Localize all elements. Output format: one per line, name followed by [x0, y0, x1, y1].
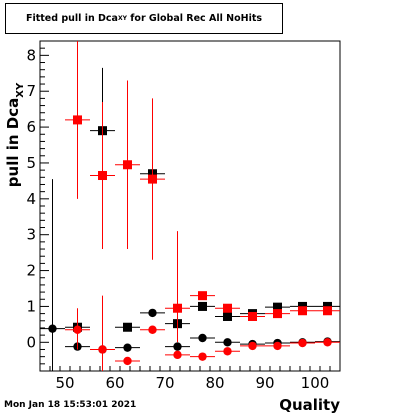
chart-title: Fitted pull in Dca XY for Global Rec All …	[5, 3, 283, 34]
y-tick-label: 3	[26, 226, 36, 244]
y-axis-label-subscript: XY	[15, 82, 26, 98]
y-tick-label: 6	[26, 118, 36, 136]
y-tick-label: 2	[26, 262, 36, 280]
data-point-square	[298, 306, 307, 316]
y-tick-label: 4	[26, 190, 36, 208]
plot-frame	[39, 40, 341, 372]
data-point-circle	[123, 356, 132, 366]
y-tick-label: 1	[26, 297, 36, 315]
data-point-circle	[223, 338, 232, 347]
data-point-circle	[223, 347, 232, 356]
x-tick-label: 100	[301, 374, 330, 392]
title-prefix: Fitted pull in Dca	[25, 13, 118, 24]
data-point-square	[248, 311, 257, 321]
data-point-square	[98, 171, 107, 181]
timestamp: Mon Jan 18 15:53:01 2021	[4, 400, 137, 410]
data-point-square	[223, 303, 232, 313]
x-tick-label: 80	[205, 374, 224, 392]
data-point-square	[273, 302, 282, 312]
data-point-circle	[48, 324, 57, 333]
data-point-circle	[173, 342, 182, 351]
title-subscript: XY	[117, 15, 127, 22]
data-point-square	[123, 160, 132, 170]
data-point-square	[73, 115, 82, 125]
data-point-square	[198, 301, 207, 311]
data-point-square	[223, 311, 232, 321]
data-point-circle	[173, 350, 182, 360]
data-point-circle	[148, 325, 157, 334]
data-point-circle	[148, 308, 157, 318]
data-point-square	[198, 291, 207, 301]
series-2	[40, 179, 340, 371]
data-point-square	[123, 322, 132, 332]
data-point-circle	[248, 341, 257, 351]
series-1	[65, 41, 340, 343]
y-tick-label: 0	[26, 333, 36, 351]
data-point-circle	[198, 352, 207, 361]
series-3	[65, 295, 340, 371]
x-axis-label: Quality	[279, 396, 340, 414]
data-point-square	[273, 309, 282, 319]
x-tick-label: 90	[255, 374, 274, 392]
y-axis-ticks: 0 1 2 3 4 5 6 7 8	[26, 40, 49, 372]
data-point-circle	[273, 341, 282, 351]
y-tick-label: 5	[26, 154, 36, 172]
x-axis-ticks: 50 60 70 80 90 100	[39, 366, 341, 392]
data-point-square	[173, 303, 182, 313]
data-point-circle	[73, 325, 82, 334]
data-point-circle	[123, 343, 132, 352]
data-point-circle	[323, 338, 332, 347]
y-axis-label: pull in DcaXY	[4, 82, 26, 187]
data-marks	[40, 41, 340, 371]
x-tick-label: 60	[105, 374, 124, 392]
title-suffix: for Global Rec All NoHits	[130, 13, 263, 24]
y-tick-label: 8	[26, 46, 36, 64]
data-point-circle	[298, 338, 307, 348]
data-point-square	[323, 306, 332, 316]
data-point-circle	[98, 345, 107, 354]
data-point-square	[148, 174, 157, 184]
y-tick-label: 7	[26, 82, 36, 100]
x-tick-label: 50	[55, 374, 74, 392]
x-tick-label: 70	[155, 374, 174, 392]
data-point-circle	[198, 333, 207, 343]
